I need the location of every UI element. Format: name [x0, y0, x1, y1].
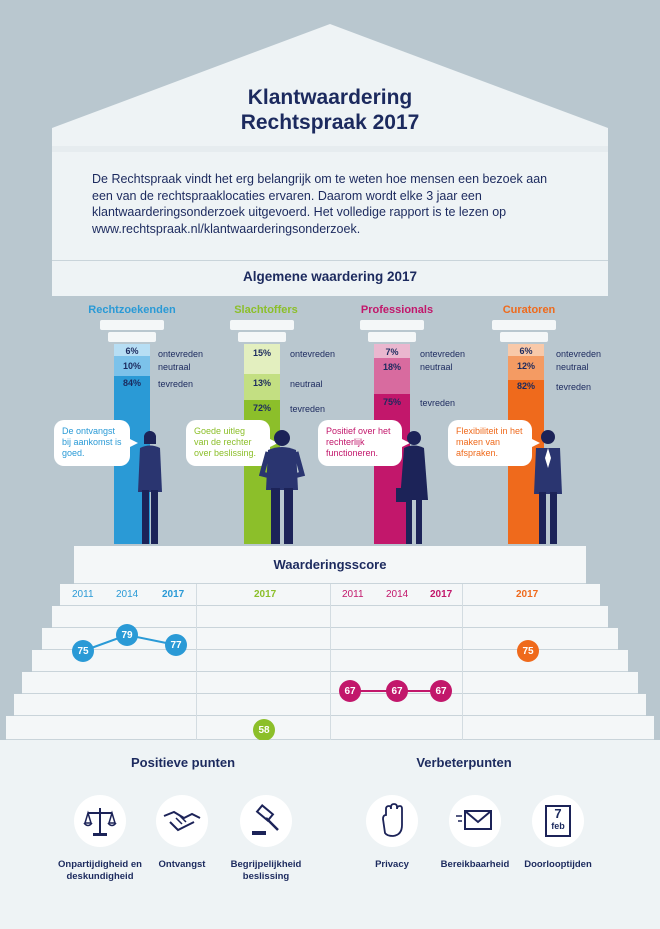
roof-pediment	[52, 24, 608, 154]
hand-stop-icon	[366, 795, 418, 847]
handshake-icon	[156, 795, 208, 847]
pct-value: 72%	[252, 403, 271, 413]
pct-label: tevreden	[290, 404, 326, 414]
pct-value: 12%	[516, 361, 535, 371]
quote-bubble: Positief over het rechterlijk functioner…	[318, 420, 410, 466]
positive-label: Begrijpelijkheid beslissing	[230, 859, 302, 882]
pct-value: 6%	[125, 346, 139, 356]
pct-label: ontevreden	[420, 349, 466, 359]
pct-value: 15%	[252, 348, 271, 358]
pct-value: 75%	[382, 397, 401, 407]
quote-bubble: Flexibiliteit in het maken van afspraken…	[448, 420, 540, 466]
score-title: Waarderingsscore	[273, 557, 387, 572]
general-title: Algemene waardering 2017	[242, 269, 418, 284]
quote-bubble: Goede uitleg van de rechter over besliss…	[186, 420, 278, 466]
scales-icon	[74, 795, 126, 847]
score-circle: 58	[253, 719, 275, 741]
divider	[196, 584, 197, 740]
score-circle: 75	[72, 640, 94, 662]
pct-value: 6%	[519, 346, 533, 356]
segment-ontevreden	[244, 344, 280, 374]
gavel-icon	[240, 795, 292, 847]
score-circle: 79	[116, 624, 138, 646]
improve-label: Privacy	[375, 859, 409, 870]
man-in-suit-figure-icon	[534, 430, 562, 544]
man-figure-icon	[258, 430, 306, 544]
score-circle: 75	[517, 640, 539, 662]
score-circle: 77	[165, 634, 187, 656]
segment-ontevreden	[508, 344, 544, 356]
positive-title: Positieve punten	[130, 755, 236, 770]
quote-bubble: De ontvangst bij aankomst is goed.	[54, 420, 138, 466]
pct-value: 18%	[382, 362, 401, 372]
score-circle: 67	[339, 680, 361, 702]
capital	[230, 320, 294, 330]
pct-value: 10%	[122, 361, 141, 371]
pct-value: 13%	[252, 378, 271, 388]
score-circle: 67	[386, 680, 408, 702]
page-title-line1: Klantwaardering	[247, 86, 413, 109]
envelope-icon	[449, 795, 501, 847]
pct-label: ontevreden	[556, 349, 602, 359]
capital	[100, 320, 164, 330]
improve-label: Bereikbaarheid	[440, 859, 510, 870]
intro-panel	[52, 152, 608, 260]
year-label: 2017	[516, 589, 539, 600]
improve-label: Doorlooptijden	[524, 859, 592, 870]
pct-label: tevreden	[158, 379, 194, 389]
pct-label: ontevreden	[290, 349, 336, 359]
pct-label: neutraal	[556, 362, 589, 372]
divider	[462, 584, 463, 740]
year-label: 2017	[162, 589, 185, 600]
year-label: 2017	[430, 589, 453, 600]
woman-figure-icon	[138, 431, 162, 544]
calendar-icon: 7 feb	[532, 795, 584, 847]
segment-neutraal	[114, 356, 150, 376]
pct-label: neutraal	[420, 362, 453, 372]
category-slachtoffers: Slachtoffers	[234, 304, 298, 316]
pct-value: 82%	[516, 381, 535, 391]
pct-label: neutraal	[158, 362, 191, 372]
year-label: 2014	[116, 589, 139, 600]
pct-label: neutraal	[290, 379, 323, 389]
category-curatoren: Curatoren	[502, 304, 556, 316]
pct-value: 84%	[122, 378, 141, 388]
calendar-day: 7	[554, 806, 562, 821]
category-rechtzoekenden: Rechtzoekenden	[88, 304, 176, 316]
column-professionals	[374, 344, 410, 544]
capital	[238, 332, 286, 342]
positive-label: Onpartijdigheid en deskundigheid	[58, 859, 142, 882]
pct-label: ontevreden	[158, 349, 204, 359]
general-band	[52, 260, 608, 296]
segment-ontevreden	[374, 344, 410, 358]
capital	[108, 332, 156, 342]
segment-neutraal	[374, 358, 410, 394]
year-label: 2017	[254, 589, 277, 600]
calendar-month: feb	[551, 821, 565, 831]
divider	[330, 584, 331, 740]
pct-label: tevreden	[420, 398, 456, 408]
improve-title: Verbeterpunten	[416, 755, 512, 770]
page-title-line2: Rechtspraak 2017	[240, 111, 420, 134]
intro-text: De Rechtspraak vindt het erg belangrijk …	[92, 172, 548, 236]
capital	[500, 332, 548, 342]
category-professionals: Professionals	[360, 304, 434, 316]
capital	[492, 320, 556, 330]
segment-neutraal	[244, 374, 280, 400]
capital	[368, 332, 416, 342]
woman-with-bag-figure-icon	[396, 431, 428, 544]
year-label: 2011	[72, 589, 94, 600]
segment-neutraal	[508, 356, 544, 380]
positive-label: Ontvangst	[158, 859, 206, 870]
score-step-top	[74, 546, 586, 584]
capital	[360, 320, 424, 330]
pct-value: 7%	[385, 347, 399, 357]
score-circle: 67	[430, 680, 452, 702]
segment-ontevreden	[114, 344, 150, 356]
pct-label: tevreden	[556, 382, 592, 392]
year-label: 2014	[386, 589, 409, 600]
year-label: 2011	[342, 589, 364, 600]
